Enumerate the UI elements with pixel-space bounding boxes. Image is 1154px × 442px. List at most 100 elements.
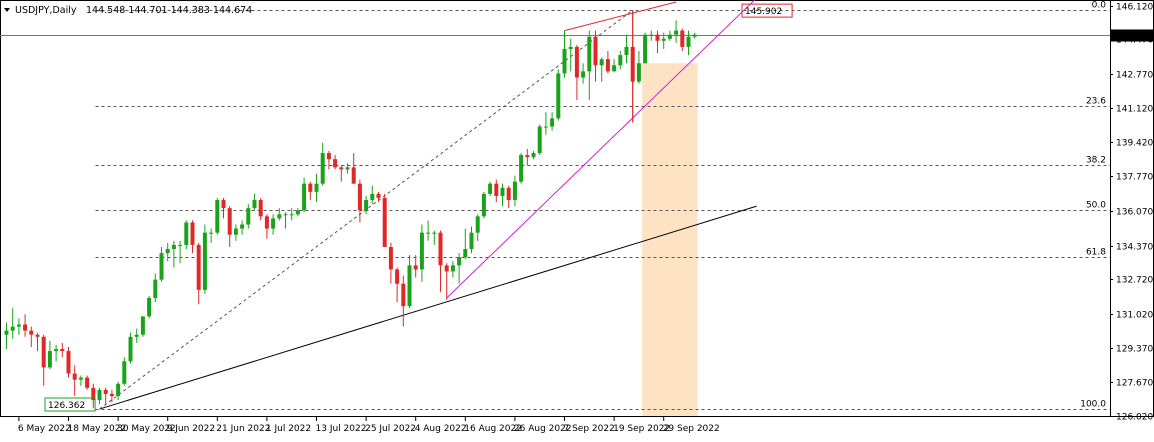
candle-body <box>128 336 133 362</box>
candle-body <box>475 216 480 233</box>
candle-body <box>333 159 338 168</box>
candle-body <box>407 265 412 307</box>
price-tick-label: 134.370 <box>1116 243 1153 253</box>
candle-body <box>16 324 21 327</box>
candle-body <box>587 36 592 72</box>
ohlc-readout: 144.548 144.701 144.383 144.674 <box>86 5 252 16</box>
candle-body <box>612 65 617 72</box>
candle-body <box>345 167 350 170</box>
price-tick-label: 129.370 <box>1116 345 1153 355</box>
time-tick-label: 13 Jul 2022 <box>316 424 367 434</box>
candle-body <box>481 193 486 217</box>
candle-body <box>550 118 555 127</box>
candle-body <box>320 153 325 184</box>
candle-body <box>4 330 9 335</box>
candle-body <box>295 210 300 215</box>
candle-body <box>233 228 238 235</box>
price-tick-label: 136.070 <box>1116 208 1153 218</box>
candle-body <box>47 351 52 368</box>
candle-body <box>264 216 269 229</box>
price-annotation-label: 145.902 <box>745 7 782 17</box>
candle-body <box>450 265 455 272</box>
time-tick-label: 7 Sep 2022 <box>564 424 615 434</box>
candle-body <box>500 187 505 196</box>
candle-body <box>165 249 170 254</box>
candle-body <box>395 269 400 284</box>
candle-body <box>23 324 28 331</box>
candle-body <box>339 167 344 170</box>
candle-body <box>85 377 90 388</box>
candle-body <box>271 218 276 229</box>
price-axis: 146.120144.470142.770141.120139.420137.7… <box>1110 3 1154 423</box>
candle-body <box>66 351 71 374</box>
candle-body <box>103 389 108 394</box>
chart-header: USDJPY,Daily 144.548 144.701 144.383 144… <box>4 5 252 16</box>
candle-body <box>252 200 257 209</box>
candle-body <box>184 222 189 245</box>
candle-body <box>376 193 381 198</box>
price-tick-label: 142.770 <box>1116 71 1153 81</box>
fib-level-label: 50.0 <box>1086 201 1106 211</box>
candle-body <box>692 34 697 37</box>
candle-body <box>686 36 691 47</box>
candle-body <box>649 34 654 36</box>
candle-body <box>54 349 59 352</box>
candle-body <box>680 30 685 47</box>
candle-body <box>78 377 83 380</box>
candle-body <box>41 336 46 368</box>
lower-channel-line <box>446 0 756 299</box>
annotation-layer: 145.902 126.362 <box>44 3 793 412</box>
candle-body <box>599 59 604 66</box>
fib-level-label: 100.0 <box>1080 400 1106 410</box>
candle-body <box>246 208 251 225</box>
fib-level-label: 23.6 <box>1086 97 1106 107</box>
candle-body <box>357 183 362 211</box>
candle-body <box>457 257 462 266</box>
candle-body <box>72 373 77 380</box>
fib-level-label: 38.2 <box>1086 156 1106 166</box>
candle-body <box>308 183 313 192</box>
candle-body <box>190 222 195 245</box>
time-tick-label: 9 Jun 2022 <box>167 424 215 434</box>
candle-body <box>630 46 635 82</box>
candle-body <box>382 197 387 247</box>
candle-body <box>667 34 672 39</box>
dropdown-arrow-icon[interactable] <box>4 8 10 12</box>
price-tick-label: 137.770 <box>1116 173 1153 183</box>
candle-body <box>643 34 648 64</box>
candle-body <box>512 181 517 201</box>
current-price-label: 144.674 <box>1114 32 1154 42</box>
candle-body <box>413 265 418 270</box>
candle-body <box>605 59 610 72</box>
time-tick-label: 16 Aug 2022 <box>464 424 522 434</box>
candle-body <box>283 214 288 216</box>
price-tick-label: 126.020 <box>1116 413 1153 423</box>
candle-body <box>556 73 561 119</box>
candle-body <box>240 224 245 229</box>
candle-body <box>153 279 158 299</box>
candle-body <box>593 36 598 66</box>
candle-body <box>488 183 493 194</box>
candle-body <box>537 126 542 154</box>
candle-body <box>159 253 164 280</box>
candle-body <box>35 334 40 337</box>
candle-body <box>574 46 579 78</box>
candle-body <box>258 200 263 217</box>
candle-body <box>140 316 145 335</box>
current-price-badge <box>1111 29 1153 42</box>
price-tick-label: 131.020 <box>1116 311 1153 321</box>
price-tick-label: 141.120 <box>1116 105 1153 115</box>
time-zone-rect <box>642 63 698 416</box>
price-tick-label: 127.670 <box>1116 379 1153 389</box>
price-tick-label: 146.120 <box>1116 3 1153 13</box>
candle-body <box>122 361 127 384</box>
candle-body <box>506 187 511 201</box>
time-tick-label: 26 Aug 2022 <box>514 424 572 434</box>
candle-body <box>29 330 34 335</box>
candle-body <box>202 232 207 290</box>
candle-body <box>91 387 96 401</box>
candle-body <box>568 46 573 49</box>
